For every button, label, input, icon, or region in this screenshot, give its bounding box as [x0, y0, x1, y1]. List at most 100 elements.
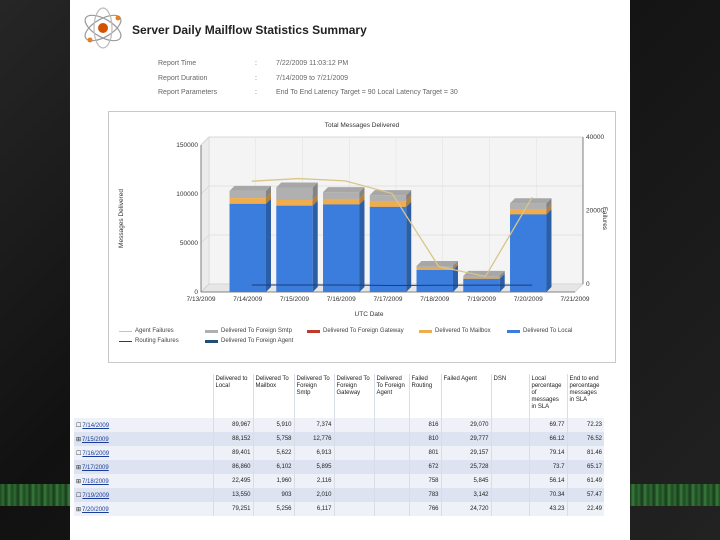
- expand-toggle-icon[interactable]: ☐: [76, 422, 82, 429]
- date-cell: ☐7/16/2009: [74, 446, 213, 460]
- meta-separator: :: [255, 75, 257, 82]
- table-cell: 61.49: [566, 474, 604, 488]
- table-cell: 79.14: [528, 446, 567, 460]
- table-cell: [333, 432, 374, 446]
- legend-item: Delivered To Foreign Agent: [205, 338, 293, 344]
- table-cell: [333, 474, 374, 488]
- legend-item: Delivered To Mailbox: [419, 328, 491, 334]
- table-cell: 5,895: [293, 460, 334, 474]
- x-tick-label: 7/20/2009: [514, 296, 543, 303]
- expand-toggle-icon[interactable]: ⊞: [76, 506, 82, 513]
- expand-toggle-icon[interactable]: ☐: [76, 450, 82, 457]
- bar-segment: [276, 199, 313, 206]
- legend-swatch: [307, 329, 320, 333]
- table-row: ☐7/19/2009 13,550 903 2,010 783 3,142 70.34 57.…: [74, 488, 604, 502]
- table-header-row: Delivered to Local Delivered To Mailbox De…: [74, 374, 604, 418]
- expand-toggle-icon[interactable]: ⊞: [76, 464, 82, 471]
- column-header: Failed Routing: [408, 374, 441, 418]
- table-cell: 6,913: [293, 446, 334, 460]
- meta-separator: :: [255, 89, 257, 96]
- meta-value: 7/14/2009 to 7/21/2009: [276, 75, 349, 82]
- column-header: Delivered To Foreign Agent: [373, 374, 409, 418]
- legend-item: Routing Failures: [119, 338, 179, 344]
- bar-side: [499, 272, 505, 279]
- bar-side: [265, 185, 271, 199]
- table-cell: 6,117: [293, 502, 334, 516]
- table-cell: [333, 488, 374, 502]
- table-row: ⊞7/18/2009 22,495 1,960 2,116 758 5,845 56.14 6…: [74, 474, 604, 488]
- column-header: End to end percentage messages in SLA: [566, 374, 604, 418]
- legend-item: Delivered To Foreign Gateway: [307, 328, 404, 334]
- date-link[interactable]: 7/18/2009: [82, 478, 109, 485]
- table-cell: 5,256: [252, 502, 294, 516]
- bar-side: [499, 270, 505, 278]
- bar-segment: [416, 265, 453, 269]
- x-tick-label: 7/18/2009: [420, 296, 449, 303]
- legend-label: Delivered To Mailbox: [435, 328, 491, 334]
- y2-axis-label: Failures: [601, 207, 608, 231]
- chart-side-wall: [200, 136, 210, 293]
- table-cell: [333, 460, 374, 474]
- bar-side: [312, 182, 318, 200]
- meta-separator: :: [255, 60, 257, 67]
- table-cell: 25,728: [440, 460, 491, 474]
- table-cell: [373, 446, 409, 460]
- table-cell: [373, 418, 409, 432]
- y2-tick-label: 0: [586, 281, 590, 288]
- table-cell: 766: [408, 502, 441, 516]
- messages-delivered-chart: Total Messages Delivered 0 50000 100000 1500…: [118, 122, 608, 318]
- y-tick-label: 0: [194, 289, 198, 296]
- bar-segment: [510, 209, 547, 215]
- date-link[interactable]: 7/14/2009: [82, 422, 110, 429]
- x-tick-label: 7/21/2009: [561, 296, 590, 303]
- column-header: Local percentage of messages in SLA: [528, 374, 567, 418]
- report-page[interactable]: Server Daily Mailflow Statistics Summary…: [70, 0, 630, 540]
- y-tick-label: 50000: [180, 240, 198, 247]
- bar-side: [452, 263, 458, 270]
- bar-segment: [510, 214, 547, 292]
- table-cell: [490, 488, 529, 502]
- date-link[interactable]: 7/20/2009: [82, 506, 109, 513]
- meta-label: Report Duration: [158, 75, 208, 82]
- legend-swatch: [119, 340, 132, 342]
- expand-toggle-icon[interactable]: ⊞: [76, 436, 82, 443]
- table-cell: 73.7: [528, 460, 567, 474]
- table-cell: 24,720: [440, 502, 491, 516]
- date-link[interactable]: 7/17/2009: [82, 464, 109, 471]
- date-cell: ☐7/14/2009: [74, 418, 213, 432]
- bar-side: [406, 201, 412, 292]
- expand-toggle-icon[interactable]: ⊞: [76, 478, 82, 485]
- table-cell: 29,070: [440, 418, 491, 432]
- bar-side: [359, 187, 365, 199]
- bar-top: [276, 182, 318, 188]
- date-link[interactable]: 7/16/2009: [82, 450, 110, 457]
- table-cell: [490, 446, 529, 460]
- date-link[interactable]: 7/15/2009: [82, 436, 109, 443]
- expand-toggle-icon[interactable]: ☐: [76, 492, 82, 499]
- bar-segment: [323, 204, 360, 292]
- bar-side: [406, 190, 412, 201]
- legend-label: Delivered To Foreign Gateway: [323, 328, 404, 334]
- series-line: [251, 284, 533, 287]
- bar-segment: [323, 198, 360, 205]
- legend-swatch: [507, 329, 520, 333]
- bar-segment: [510, 203, 547, 210]
- bar-side: [452, 260, 458, 269]
- table-cell: 22,495: [212, 474, 253, 488]
- table-cell: [490, 432, 529, 446]
- table-cell: 57.47: [566, 488, 604, 502]
- table-cell: [333, 502, 374, 516]
- table-cell: [490, 460, 529, 474]
- date-link[interactable]: 7/19/2009: [82, 492, 110, 499]
- legend-swatch: [205, 339, 218, 343]
- meta-value: End To End Latency Target = 90 Local Lat…: [276, 89, 458, 96]
- table-cell: 783: [408, 488, 441, 502]
- bar-segment: [276, 205, 313, 292]
- date-cell: ⊞7/17/2009: [74, 460, 213, 474]
- y-tick-label: 100000: [176, 191, 198, 198]
- y-tick-label: 150000: [176, 142, 198, 149]
- report-title: Server Daily Mailflow Statistics Summary: [132, 23, 367, 37]
- bar-segment: [229, 203, 266, 292]
- x-tick-label: 7/14/2009: [233, 296, 262, 303]
- series-line: [251, 177, 533, 278]
